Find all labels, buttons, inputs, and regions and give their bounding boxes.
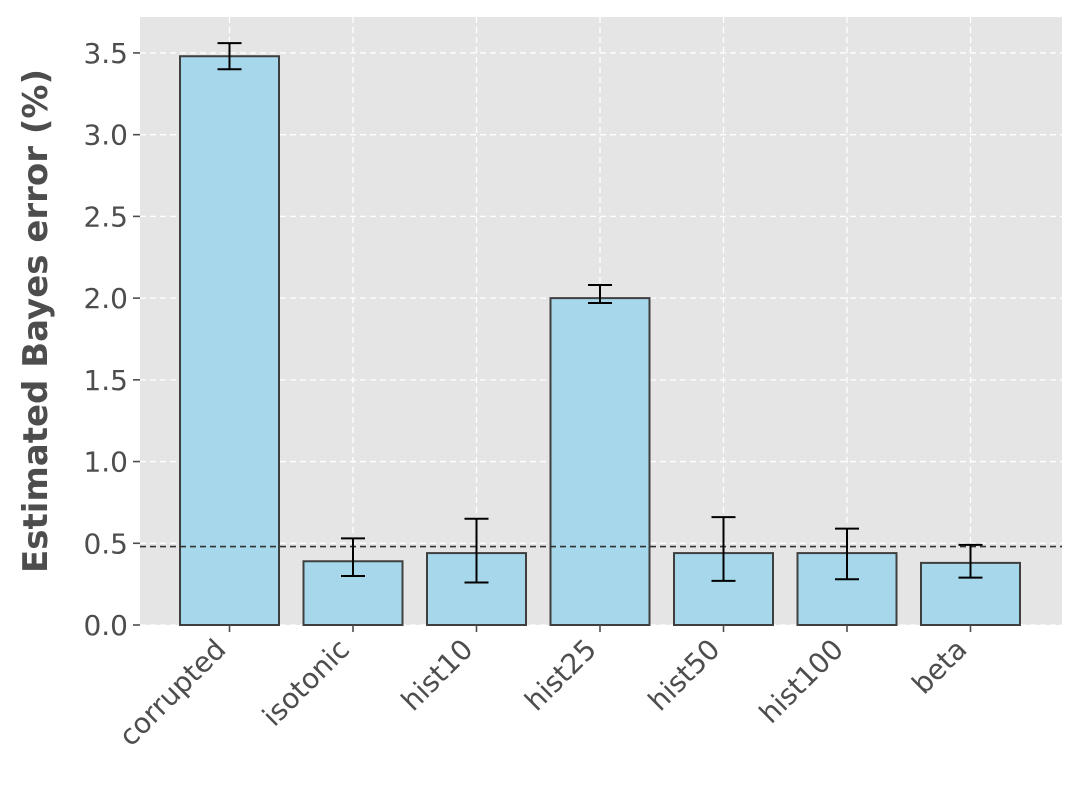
error-bar-beta bbox=[958, 543, 983, 579]
y-tick-label: 3.5 bbox=[83, 37, 128, 70]
x-tick-label-isotonic: isotonic bbox=[256, 633, 356, 733]
x-tick-label-corrupted: corrupted bbox=[113, 633, 233, 753]
y-axis-title: Estimated Bayes error (%) bbox=[16, 69, 56, 573]
error-bar-hist50 bbox=[711, 516, 736, 582]
y-tick-label: 0.5 bbox=[83, 527, 128, 560]
x-tick-label-hist10: hist10 bbox=[395, 633, 480, 718]
bar-hist25 bbox=[549, 297, 651, 626]
x-tick-label-hist100: hist100 bbox=[753, 633, 850, 730]
error-bar-hist25 bbox=[588, 284, 612, 305]
y-axis-ticks: 0.0 0.5 1.0 1.5 2.0 2.5 3.0 3.5 bbox=[83, 37, 140, 642]
x-axis-ticks: corrupted isotonic hist10 hist25 hist50 hist1… bbox=[113, 625, 973, 753]
error-bar-hist100 bbox=[835, 527, 859, 581]
x-tick-label-beta: beta bbox=[905, 633, 973, 701]
y-tick-label: 2.5 bbox=[83, 200, 128, 233]
y-tick-label: 0.0 bbox=[83, 609, 128, 642]
error-bar-layer bbox=[217, 42, 983, 584]
y-tick-label: 2.0 bbox=[83, 282, 128, 315]
x-tick-label-hist50: hist50 bbox=[642, 633, 727, 718]
error-bar-corrupted bbox=[217, 42, 242, 71]
y-tick-label: 1.0 bbox=[83, 446, 128, 479]
error-bar-isotonic bbox=[341, 537, 365, 577]
y-tick-label: 3.0 bbox=[83, 119, 128, 152]
bar-corrupted bbox=[179, 55, 280, 626]
y-tick-label: 1.5 bbox=[83, 364, 128, 397]
error-bar-hist10 bbox=[464, 517, 489, 584]
x-tick-label-hist25: hist25 bbox=[518, 633, 603, 718]
